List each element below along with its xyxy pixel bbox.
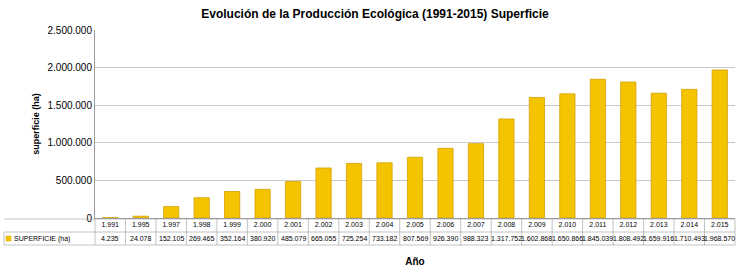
svg-text:2.009: 2.009 xyxy=(528,221,546,228)
svg-text:1.602.868: 1.602.868 xyxy=(521,235,552,242)
svg-text:24.078: 24.078 xyxy=(130,235,152,242)
svg-text:1.845.039: 1.845.039 xyxy=(582,235,613,242)
svg-text:0: 0 xyxy=(86,213,92,224)
svg-text:725.254: 725.254 xyxy=(342,235,367,242)
svg-text:1.317.752: 1.317.752 xyxy=(491,235,522,242)
svg-text:superficie (ha): superficie (ha) xyxy=(31,93,41,155)
svg-text:1.999: 1.999 xyxy=(223,221,241,228)
svg-text:926.390: 926.390 xyxy=(433,235,458,242)
svg-text:1.991: 1.991 xyxy=(101,221,119,228)
svg-text:733.182: 733.182 xyxy=(372,235,397,242)
svg-text:988.323: 988.323 xyxy=(463,235,488,242)
svg-text:2.003: 2.003 xyxy=(345,221,363,228)
svg-text:Evolución de la Producción Eco: Evolución de la Producción Ecológica (19… xyxy=(201,7,549,21)
svg-text:1.650.866: 1.650.866 xyxy=(552,235,583,242)
svg-text:2.000: 2.000 xyxy=(254,221,272,228)
svg-text:1.998: 1.998 xyxy=(193,221,211,228)
svg-text:2.006: 2.006 xyxy=(437,221,455,228)
svg-text:2.007: 2.007 xyxy=(467,221,485,228)
svg-text:269.465: 269.465 xyxy=(189,235,214,242)
svg-text:1.659.916: 1.659.916 xyxy=(643,235,674,242)
svg-text:380.920: 380.920 xyxy=(250,235,275,242)
svg-text:2.014: 2.014 xyxy=(681,221,699,228)
svg-text:2.000.000: 2.000.000 xyxy=(48,62,93,73)
svg-text:2.500.000: 2.500.000 xyxy=(48,25,93,36)
svg-text:4.235: 4.235 xyxy=(101,235,119,242)
svg-text:SUPERFICIE (ha): SUPERFICIE (ha) xyxy=(14,235,70,243)
svg-text:1.500.000: 1.500.000 xyxy=(48,100,93,111)
svg-text:2.001: 2.001 xyxy=(284,221,302,228)
svg-text:2.012: 2.012 xyxy=(620,221,638,228)
svg-text:485.079: 485.079 xyxy=(281,235,306,242)
svg-text:2.010: 2.010 xyxy=(559,221,577,228)
svg-text:1.710.493: 1.710.493 xyxy=(674,235,705,242)
svg-text:1.968.570: 1.968.570 xyxy=(704,235,735,242)
svg-text:2.004: 2.004 xyxy=(376,221,394,228)
svg-text:2.002: 2.002 xyxy=(315,221,333,228)
svg-text:807.569: 807.569 xyxy=(403,235,428,242)
svg-text:665.055: 665.055 xyxy=(311,235,336,242)
svg-text:1.997: 1.997 xyxy=(162,221,180,228)
svg-text:1.808.492: 1.808.492 xyxy=(613,235,644,242)
svg-text:352.164: 352.164 xyxy=(220,235,245,242)
svg-text:1.000.000: 1.000.000 xyxy=(48,137,93,148)
svg-text:Año: Año xyxy=(405,256,424,267)
svg-text:1.995: 1.995 xyxy=(132,221,150,228)
svg-text:2.011: 2.011 xyxy=(589,221,606,228)
svg-text:500.000: 500.000 xyxy=(56,175,93,186)
svg-text:2.013: 2.013 xyxy=(650,221,668,228)
svg-text:2.005: 2.005 xyxy=(406,221,424,228)
svg-text:2.015: 2.015 xyxy=(711,221,729,228)
svg-text:152.105: 152.105 xyxy=(159,235,184,242)
svg-text:2.008: 2.008 xyxy=(498,221,516,228)
